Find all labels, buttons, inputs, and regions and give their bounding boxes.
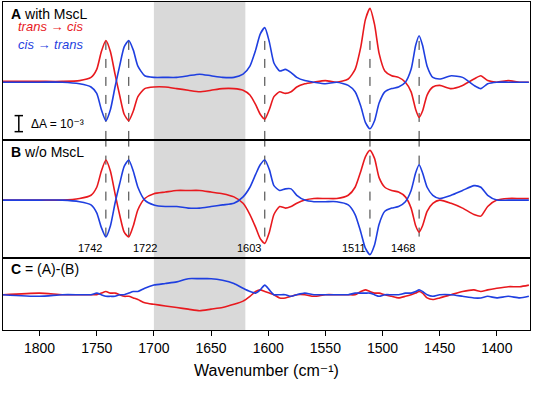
svg-text:trans → cis: trans → cis xyxy=(18,19,84,34)
svg-text:1550: 1550 xyxy=(310,340,341,356)
svg-text:1500: 1500 xyxy=(367,340,398,356)
svg-text:1450: 1450 xyxy=(424,340,455,356)
svg-text:B w/o MscL: B w/o MscL xyxy=(11,144,84,160)
svg-text:A with MscL: A with MscL xyxy=(11,6,87,22)
svg-text:1750: 1750 xyxy=(81,340,112,356)
svg-text:1468: 1468 xyxy=(391,242,415,254)
svg-text:1742: 1742 xyxy=(78,242,102,254)
svg-text:1800: 1800 xyxy=(24,340,55,356)
svg-text:cis → trans: cis → trans xyxy=(18,37,84,52)
svg-text:1600: 1600 xyxy=(253,340,284,356)
svg-text:1603: 1603 xyxy=(237,242,261,254)
svg-text:1650: 1650 xyxy=(195,340,226,356)
svg-text:1511: 1511 xyxy=(342,242,366,254)
svg-text:1722: 1722 xyxy=(133,242,157,254)
svg-text:1700: 1700 xyxy=(138,340,169,356)
svg-text:1400: 1400 xyxy=(481,340,512,356)
svg-text:Wavenumber (cm⁻¹): Wavenumber (cm⁻¹) xyxy=(194,362,339,379)
svg-text:ΔA = 10⁻³: ΔA = 10⁻³ xyxy=(31,117,84,131)
svg-text:C = (A)-(B): C = (A)-(B) xyxy=(11,261,79,277)
